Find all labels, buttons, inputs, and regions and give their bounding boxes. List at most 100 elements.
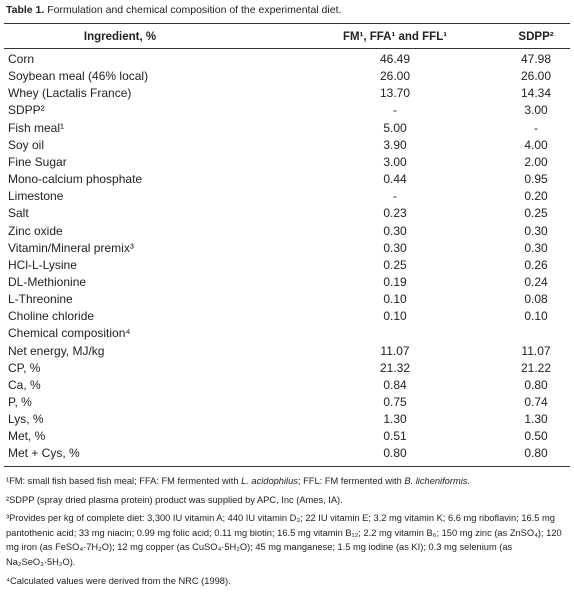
value-cell: 0.51 bbox=[383, 429, 407, 444]
table-row: Mono-calcium phosphate 0.44 0.95 bbox=[0, 171, 574, 188]
table-row: Net energy, MJ/kg 11.07 11.07 bbox=[0, 343, 574, 360]
value-cell: 2.00 bbox=[524, 154, 548, 169]
top-rule bbox=[4, 23, 570, 24]
value-cell: - bbox=[393, 103, 397, 118]
value-cell: 0.30 bbox=[524, 223, 548, 238]
value-cell: 5.00 bbox=[383, 120, 407, 135]
footnote: ⁴Calculated values were derived from the… bbox=[6, 574, 566, 589]
ingredient-cell: Choline chloride bbox=[8, 309, 95, 324]
ingredient-cell: L-Threonine bbox=[8, 292, 73, 307]
table-row: P, % 0.75 0.74 bbox=[0, 394, 574, 411]
ingredient-cell: Corn bbox=[8, 52, 35, 66]
value-cell: 0.10 bbox=[383, 309, 407, 324]
header-cell: FM¹, FFA¹ and FFL¹ bbox=[342, 31, 448, 43]
table-row: Whey (Lactalis France) 13.70 14.34 bbox=[0, 85, 574, 102]
footnote-text: ³Provides per kg of complete diet: 3,300… bbox=[6, 513, 562, 567]
ingredient-cell: Met + Cys, % bbox=[8, 446, 80, 461]
footnote-text: ¹FM: small fish based fish meal; FFA: FM… bbox=[6, 476, 242, 486]
value-cell: 47.98 bbox=[520, 52, 552, 66]
value-cell: 0.25 bbox=[524, 206, 548, 221]
value-cell: 0.84 bbox=[383, 377, 407, 392]
value-cell: 21.32 bbox=[379, 360, 411, 375]
table-row: Ca, % 0.84 0.80 bbox=[0, 377, 574, 394]
footnotes: ¹FM: small fish based fish meal; FFA: FM… bbox=[6, 474, 566, 592]
value-cell: 0.80 bbox=[524, 446, 548, 461]
ingredient-cell: Limestone bbox=[8, 189, 64, 204]
value-cell: 3.00 bbox=[524, 103, 548, 118]
table-row: Limestone - 0.20 bbox=[0, 188, 574, 205]
ingredient-cell: SDPP² bbox=[8, 103, 45, 118]
value-cell: 11.07 bbox=[380, 343, 410, 358]
footnote: ³Provides per kg of complete diet: 3,300… bbox=[6, 511, 566, 569]
value-cell: 0.26 bbox=[524, 257, 548, 272]
table-row: Met, % 0.51 0.50 bbox=[0, 428, 574, 445]
value-cell: 0.10 bbox=[383, 292, 407, 307]
value-cell: 14.34 bbox=[520, 86, 552, 101]
value-cell: - bbox=[393, 189, 397, 204]
title-label: Table 1. bbox=[6, 4, 45, 16]
footnote-text: B. licheniformis bbox=[404, 476, 468, 486]
table-row: HCl-L-Lysine 0.25 0.26 bbox=[0, 257, 574, 274]
footnote-text: ⁴Calculated values were derived from the… bbox=[6, 575, 231, 586]
table-row: Zinc oxide 0.30 0.30 bbox=[0, 223, 574, 240]
value-cell: 0.75 bbox=[383, 395, 407, 409]
table-row: SDPP² - 3.00 bbox=[0, 102, 574, 119]
table-row: Chemical composition⁴ bbox=[0, 325, 574, 342]
ingredient-cell: Chemical composition⁴ bbox=[8, 326, 131, 341]
header-cell: SDPP² bbox=[518, 31, 554, 43]
ingredient-cell: Salt bbox=[8, 206, 29, 221]
value-cell: 21.22 bbox=[520, 360, 552, 375]
ingredient-cell: P, % bbox=[8, 395, 32, 409]
footnote: ²SDPP (spray dried plasma protein) produ… bbox=[6, 493, 566, 508]
value-cell: 3.90 bbox=[383, 137, 407, 152]
footnote: ¹FM: small fish based fish meal; FFA: FM… bbox=[6, 474, 566, 489]
value-cell: 26.00 bbox=[520, 69, 552, 84]
value-cell: 0.30 bbox=[524, 240, 548, 255]
table-row: DL-Methionine 0.19 0.24 bbox=[0, 274, 574, 291]
value-cell: 0.50 bbox=[524, 429, 548, 444]
ingredient-cell: Zinc oxide bbox=[8, 223, 63, 238]
value-cell: 1.30 bbox=[524, 412, 548, 427]
ingredient-cell: Met, % bbox=[8, 429, 46, 444]
ingredient-cell: Net energy, MJ/kg bbox=[8, 343, 105, 358]
footnote-text: ²SDPP (spray dried plasma protein) produ… bbox=[6, 494, 343, 505]
value-cell: 0.74 bbox=[524, 395, 548, 409]
ingredient-cell: DL-Methionine bbox=[8, 274, 87, 289]
ingredient-cell: Lys, % bbox=[8, 412, 44, 427]
value-cell: 11.07 bbox=[521, 343, 551, 358]
header-rule bbox=[4, 48, 570, 49]
value-cell: 3.00 bbox=[383, 154, 407, 169]
value-cell: 0.30 bbox=[383, 223, 407, 238]
value-cell: 0.25 bbox=[383, 257, 407, 272]
table-row: Fine Sugar 3.00 2.00 bbox=[0, 154, 574, 171]
ingredient-cell: Soybean meal (46% local) bbox=[8, 69, 149, 84]
footnote-text: . bbox=[467, 476, 470, 486]
value-cell: 0.30 bbox=[383, 240, 407, 255]
value-cell: 0.19 bbox=[383, 274, 407, 289]
value-cell: 4.00 bbox=[524, 137, 548, 152]
table-row: L-Threonine 0.10 0.08 bbox=[0, 291, 574, 308]
table-row: Vitamin/Mineral premix³ 0.30 0.30 bbox=[0, 240, 574, 257]
footnote-text: L. acidophilus bbox=[241, 476, 298, 486]
value-cell: 0.23 bbox=[383, 206, 407, 221]
table-row: Met + Cys, % 0.80 0.80 bbox=[0, 445, 574, 462]
value-cell: 0.08 bbox=[524, 292, 548, 307]
value-cell: 0.95 bbox=[524, 172, 548, 187]
ingredient-cell: Vitamin/Mineral premix³ bbox=[8, 240, 134, 255]
table-row: Fish meal¹ 5.00 - bbox=[0, 120, 574, 137]
ingredient-cell: Mono-calcium phosphate bbox=[8, 172, 143, 187]
bottom-rule bbox=[4, 465, 570, 467]
value-cell: 0.10 bbox=[524, 309, 548, 324]
ingredient-cell: HCl-L-Lysine bbox=[8, 257, 77, 272]
ingredient-cell: Soy oil bbox=[8, 137, 45, 152]
value-cell: 0.80 bbox=[524, 377, 548, 392]
table-title: Table 1. Formulation and chemical compos… bbox=[6, 4, 341, 16]
value-cell: 13.70 bbox=[379, 86, 411, 101]
header-cell: Ingredient, % bbox=[83, 31, 157, 43]
ingredient-cell: Fine Sugar bbox=[8, 154, 67, 169]
table-row: Corn 46.49 47.98 bbox=[0, 51, 574, 68]
value-cell: 0.44 bbox=[383, 172, 407, 187]
ingredient-cell: Fish meal¹ bbox=[8, 120, 65, 135]
ingredient-cell: Ca, % bbox=[8, 377, 41, 392]
